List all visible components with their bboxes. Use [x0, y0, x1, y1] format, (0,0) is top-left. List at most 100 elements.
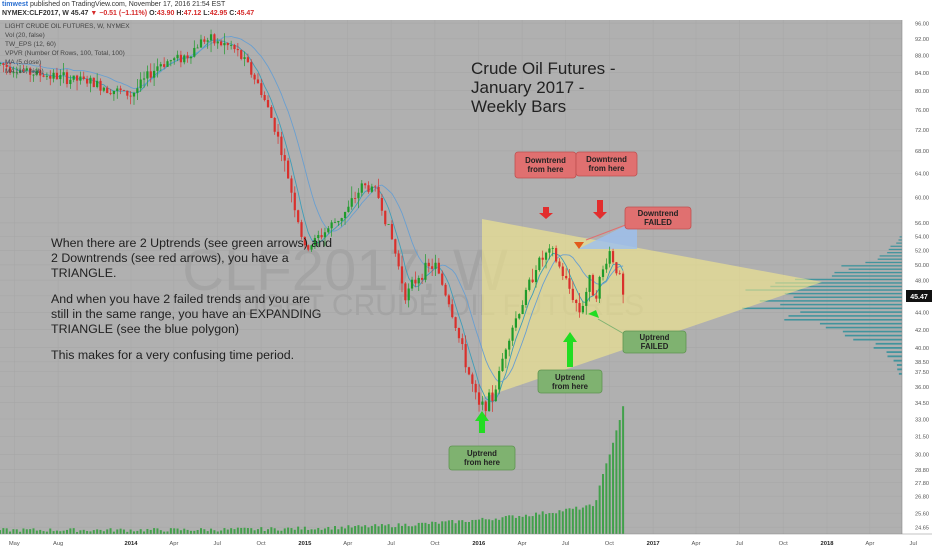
- volume-bar: [233, 529, 236, 534]
- price-tick-label: 84.00: [915, 71, 929, 77]
- volume-bar: [213, 530, 216, 534]
- callout-downtrend-2-line1: Downtrend: [586, 155, 627, 164]
- volume-bar: [377, 526, 380, 534]
- candle-body: [223, 43, 226, 46]
- candle-body: [518, 314, 521, 319]
- candle-body: [380, 197, 383, 211]
- candle-body: [183, 55, 186, 63]
- time-axis[interactable]: May Aug 2014 Apr Jul Oct 2015 Apr Jul Oct 2016 Apr J…: [0, 533, 932, 550]
- candle-body: [15, 72, 18, 74]
- volume-bar: [330, 529, 333, 534]
- volume-bar: [220, 530, 223, 534]
- volume-bar: [210, 528, 213, 534]
- time-tick-label: Oct: [779, 541, 788, 547]
- volume-bar: [223, 528, 226, 534]
- volume-bar: [518, 515, 521, 534]
- ohlc-l: 42.95: [209, 10, 228, 17]
- volume-bar: [461, 520, 464, 534]
- candle-body: [404, 283, 407, 301]
- volume-bar: [344, 528, 347, 534]
- volume-bar: [149, 529, 152, 534]
- volume-bar: [256, 529, 259, 534]
- volume-profile-bar: [887, 355, 902, 358]
- grid-lines: [0, 20, 914, 534]
- last-price-value: 45.47: [70, 10, 89, 17]
- callout-downtrend-failed-box: [624, 206, 692, 230]
- candle-body: [575, 299, 578, 304]
- price-chart[interactable]: CLF2017, W LIGHT CRUDE OIL FUTURES LIGHT…: [0, 20, 932, 550]
- time-tick-label: Jul: [562, 541, 569, 547]
- candle-body: [427, 262, 430, 267]
- volume-bar: [270, 527, 273, 534]
- price-tick-label: 60.00: [915, 196, 929, 202]
- candle-body: [300, 222, 303, 237]
- candle-body: [122, 90, 126, 91]
- price-tick-label: 33.00: [915, 417, 929, 423]
- time-tick-label: Oct: [430, 541, 439, 547]
- volume-bar: [327, 526, 330, 534]
- candle-body: [327, 228, 330, 233]
- candle-body: [233, 44, 236, 50]
- volume-bar: [568, 508, 571, 534]
- price-axis-background: [902, 20, 932, 550]
- volume-bar: [434, 522, 437, 534]
- author-link[interactable]: timwest: [2, 1, 29, 8]
- candle-body: [173, 58, 176, 61]
- candle-body: [230, 44, 233, 46]
- candle-body: [555, 248, 558, 262]
- chart-title-line-1: Crude Oil Futures -: [471, 59, 616, 78]
- price-badge: 45.47: [906, 290, 932, 302]
- candle-body: [246, 57, 249, 63]
- candle-body: [333, 222, 337, 224]
- commentary-line-7: TRIANGLE (see the blue polygon): [51, 322, 239, 336]
- candle-body: [544, 252, 548, 260]
- ohlc-l-label: L:: [203, 10, 210, 17]
- candle-body: [561, 266, 564, 276]
- price-tick-label: 52.00: [915, 249, 929, 255]
- volume-bar: [468, 521, 470, 534]
- price-tick-label: 48.00: [915, 278, 929, 284]
- candle-body: [196, 47, 199, 49]
- candle-body: [484, 401, 487, 412]
- volume-bar: [116, 529, 119, 534]
- volume-bar: [62, 530, 65, 534]
- ohlc-c: 45.47: [236, 10, 255, 17]
- volume-bar: [99, 529, 102, 534]
- candle-body: [370, 186, 373, 192]
- candle-body: [531, 279, 534, 283]
- volume-bar: [303, 526, 306, 534]
- volume-bar: [541, 511, 544, 534]
- volume-profile-bar: [841, 265, 902, 267]
- candle-body: [618, 273, 621, 275]
- volume-bar: [501, 517, 504, 534]
- volume-profile-bar: [831, 275, 902, 277]
- ohlc-o: 43.90: [156, 10, 175, 17]
- candle-body: [99, 80, 102, 91]
- volume-profile-bar: [745, 289, 902, 291]
- volume-bar: [575, 506, 578, 534]
- volume-bar: [96, 529, 99, 534]
- candle-body: [461, 338, 464, 345]
- volume-bar: [253, 530, 256, 534]
- candle-body: [498, 370, 501, 390]
- candle-body: [146, 71, 149, 79]
- volume-bar: [471, 519, 474, 534]
- volume-bar: [166, 531, 169, 534]
- candle-body: [199, 39, 203, 48]
- time-tick-label: Apr: [169, 541, 178, 547]
- volume-bar: [126, 531, 129, 534]
- price-axis[interactable]: 96.00 92.00 88.00 84.00 80.00 76.00 72.00 68.00…: [901, 20, 932, 550]
- candle-body: [89, 77, 92, 84]
- volume-bar: [354, 526, 357, 534]
- volume-bar: [578, 509, 581, 534]
- candle-body: [8, 66, 12, 73]
- candle-body: [414, 279, 417, 284]
- candle-body: [12, 72, 15, 74]
- volume-bar: [618, 420, 621, 534]
- candle-body: [62, 72, 65, 76]
- volume-bar: [340, 526, 343, 534]
- candle-body: [313, 238, 316, 246]
- volume-bar: [206, 531, 209, 534]
- volume-bar: [39, 529, 42, 534]
- volume-profile-bar: [887, 252, 902, 254]
